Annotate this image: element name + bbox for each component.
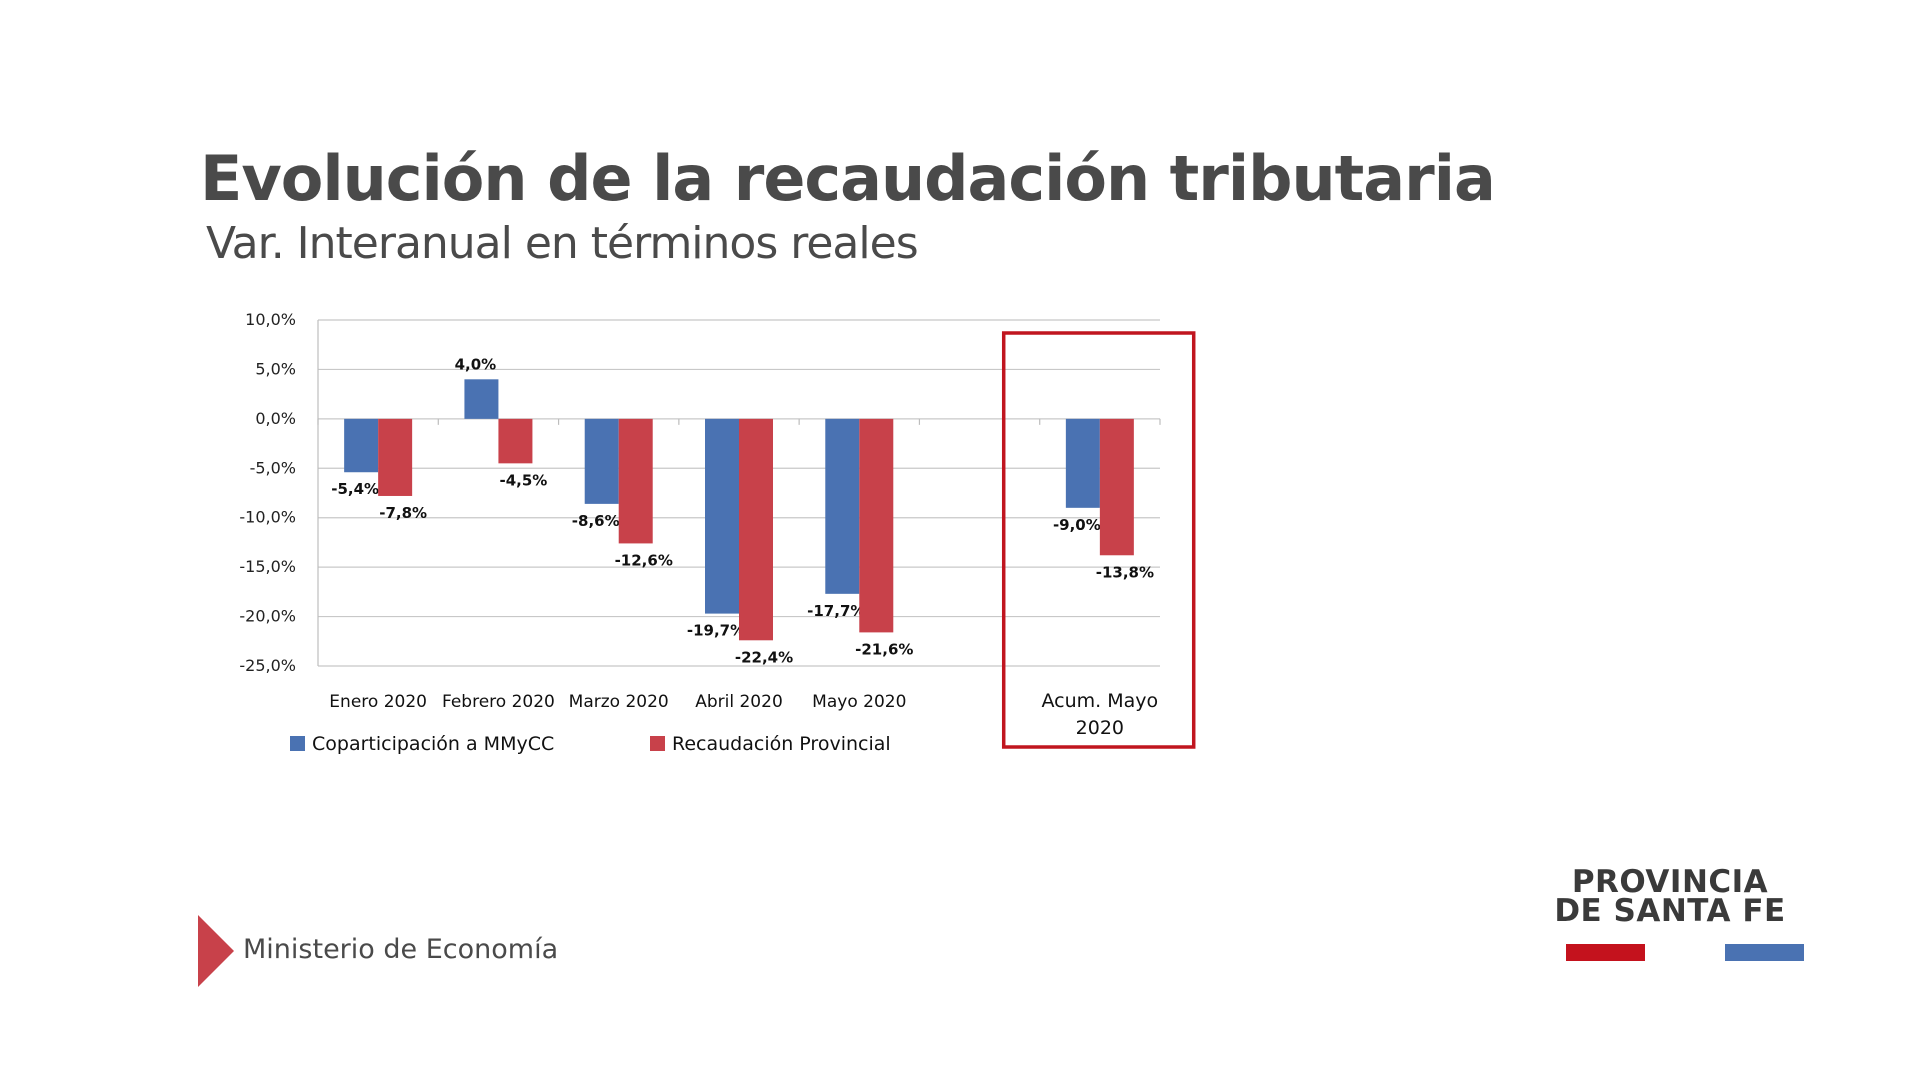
logo-line-2: DE SANTA FE [1554, 893, 1786, 929]
bar [584, 418, 619, 504]
logo-color-bars [1566, 944, 1804, 961]
legend-swatch [650, 736, 665, 751]
y-tick-label: -5,0% [250, 458, 296, 477]
data-label: -12,6% [615, 551, 673, 569]
ministry-arrow-icon [198, 915, 234, 987]
bar [1099, 418, 1134, 556]
bar [464, 379, 499, 419]
legend-swatch [290, 736, 305, 751]
bar [739, 418, 773, 641]
data-label: -8,6% [572, 512, 620, 530]
logo-blue-bar [1725, 944, 1804, 961]
province-logo: PROVINCIA DE SANTA FE [1540, 864, 1800, 929]
y-tick-label: -25,0% [239, 656, 296, 675]
legend-label: Recaudación Provincial [672, 733, 891, 755]
data-label: -5,4% [331, 480, 379, 498]
bar [498, 418, 533, 464]
x-category-label: 2020 [1076, 717, 1124, 739]
data-label: -4,5% [500, 471, 548, 489]
data-label: 4,0% [455, 355, 497, 373]
x-category-label: Enero 2020 [329, 692, 427, 712]
data-label: -17,7% [807, 602, 865, 620]
bar [378, 418, 413, 496]
x-category-label: Febrero 2020 [442, 692, 555, 712]
bar [1065, 418, 1100, 508]
x-category-label: Marzo 2020 [569, 692, 669, 712]
y-tick-label: 10,0% [245, 310, 296, 329]
data-label: -7,8% [379, 504, 427, 522]
bar [344, 418, 379, 473]
logo-line-1: PROVINCIA [1571, 864, 1769, 900]
ministry-label: Ministerio de Economía [243, 934, 559, 965]
y-tick-label: -10,0% [239, 508, 296, 527]
y-tick-label: -20,0% [239, 607, 296, 626]
data-label: -13,8% [1096, 563, 1154, 581]
data-label: -9,0% [1053, 516, 1101, 534]
legend-label: Coparticipación a MMyCC [312, 733, 554, 755]
page-subtitle: Var. Interanual en términos reales [206, 218, 919, 269]
x-category-label: Abril 2020 [695, 692, 783, 712]
logo-red-bar [1566, 944, 1645, 961]
data-label: -22,4% [735, 648, 793, 666]
y-tick-label: 5,0% [255, 359, 296, 378]
bar [705, 418, 739, 614]
data-label: -21,6% [855, 640, 913, 658]
highlight-box [1001, 331, 1196, 749]
y-tick-label: 0,0% [255, 409, 296, 428]
data-label: -19,7% [687, 622, 745, 640]
bar [859, 418, 894, 633]
x-category-label: Acum. Mayo [1042, 690, 1159, 712]
page-title: Evolución de la recaudación tributaria [200, 142, 1496, 215]
bar [618, 418, 653, 544]
bar [825, 418, 860, 594]
y-tick-label: -15,0% [239, 557, 296, 576]
x-category-label: Mayo 2020 [812, 692, 906, 712]
